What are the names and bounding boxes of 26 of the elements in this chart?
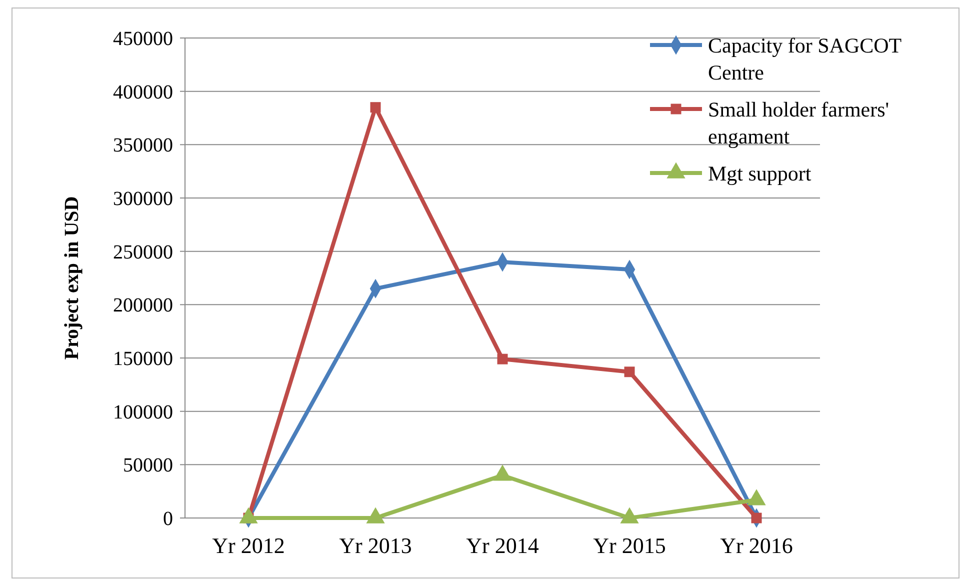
x-tick-label: Yr 2016 <box>720 533 793 558</box>
y-tick-label: 350000 <box>113 134 173 157</box>
legend-label: Small holder farmers' engament <box>708 97 890 148</box>
y-axis-title: Project exp in USD <box>61 196 83 360</box>
x-tick-label: Yr 2012 <box>212 533 285 558</box>
y-tick-label: 0 <box>163 508 173 530</box>
point <box>747 489 766 506</box>
legend-label: Mgt support <box>708 161 812 186</box>
point <box>366 507 385 524</box>
point <box>370 102 381 113</box>
legend-label: Capacity for SAGCOT Centre <box>708 33 902 84</box>
y-tick-label: 300000 <box>113 188 173 210</box>
point <box>497 354 508 364</box>
y-tick-label: 150000 <box>113 348 173 370</box>
y-tick-label: 200000 <box>113 294 173 317</box>
y-tick-label: 100000 <box>113 401 173 424</box>
x-tick-label: Yr 2015 <box>593 533 666 558</box>
point <box>620 507 639 524</box>
y-tick-label: 250000 <box>113 241 173 264</box>
x-tick-label: Yr 2013 <box>339 533 412 558</box>
point <box>624 366 635 378</box>
y-tick-label: 50000 <box>123 454 173 477</box>
y-tick-label: 450000 <box>113 28 173 50</box>
x-tick-label: Yr 2014 <box>466 533 539 558</box>
point <box>493 464 512 481</box>
y-tick-label: 400000 <box>113 81 173 104</box>
